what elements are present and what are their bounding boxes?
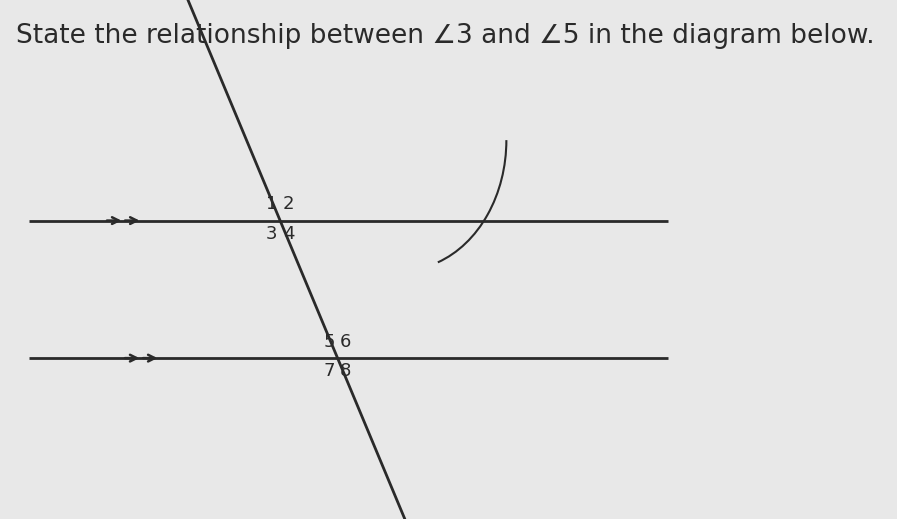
Text: 1: 1 bbox=[266, 195, 277, 213]
Text: State the relationship between ∠3 and ∠5 in the diagram below.: State the relationship between ∠3 and ∠5… bbox=[16, 23, 875, 49]
Text: 8: 8 bbox=[340, 362, 352, 380]
Text: 3: 3 bbox=[266, 225, 277, 243]
Text: 6: 6 bbox=[340, 333, 352, 351]
Text: 2: 2 bbox=[283, 195, 294, 213]
Text: 4: 4 bbox=[283, 225, 294, 243]
Text: 7: 7 bbox=[324, 362, 335, 380]
Text: 5: 5 bbox=[324, 333, 335, 351]
